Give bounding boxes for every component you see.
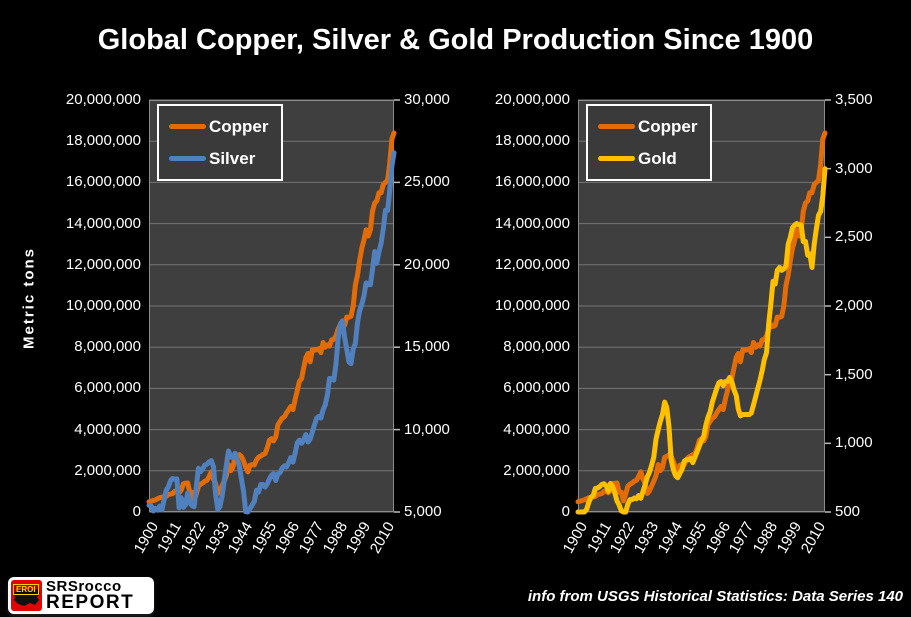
right-axis-tick-label: 10,000 [404,420,450,438]
copper-gold-plot-area: Copper Gold [575,99,831,515]
left-axis-tick-label: 20,000,000 [65,91,141,108]
page-title: Global Copper, Silver & Gold Production … [97,24,814,56]
x-axis-tick-label: 1955 [678,519,710,557]
legend-item-silver: Silver [169,149,269,168]
legend-item-gold: Gold [598,149,698,168]
x-axis-tick-label: 2010 [797,519,830,557]
left-axis-tick-label: 12,000,000 [65,255,141,273]
silver-line [146,150,397,515]
copper-gold-series-svg [575,99,831,515]
right-axis-tick-label: 15,000 [404,338,450,356]
left-axis-tick-label: 10,000,000 [65,297,141,314]
right-axis-tick-label: 20,000 [404,255,450,273]
silver-line-swatch [169,156,206,161]
left-axis-tick-label: 4,000,000 [503,420,570,438]
logo-text: SRSrocco REPORT [46,579,134,612]
left-axis-tick-label: 8,000,000 [74,338,141,356]
legend-copper-silver: Copper Silver [157,104,283,181]
legend-item-copper: Copper [169,117,269,136]
x-axis-tick-label: 2010 [366,519,399,557]
left-axis-tick-label: 20,000,000 [494,91,570,108]
left-axis-tick-label: 18,000,000 [494,132,570,150]
copper-line-swatch [169,124,206,129]
plot-border [149,100,394,512]
right-axis-tick-label: 1,000 [835,434,873,452]
x-axis-tick-label: 1900 [559,519,591,557]
copper-silver-series-svg [146,99,400,515]
right-axis-tick-label: 3,000 [835,159,873,177]
right-axis-tick-label: 5,000 [404,503,442,520]
right-axis-tick-label: 30,000 [404,91,450,108]
left-axis-tick-label: 12,000,000 [494,255,570,273]
x-axis-tick-label: 1966 [702,519,734,557]
copper-line-swatch [598,124,635,129]
copper-silver-plot-area: Copper Silver [146,99,400,515]
left-axis-tick-label: 2,000,000 [74,461,141,479]
x-axis-tick-label: 1944 [654,519,687,557]
left-axis-tick-label: 16,000,000 [65,173,141,191]
x-axis-tick-label: 1955 [248,519,280,557]
right-axis-tick-label: 500 [835,503,861,520]
plot-border [578,100,825,512]
right-axis-tick-label: 25,000 [404,173,450,191]
right-axis-tick-label: 3,500 [835,91,873,108]
y-axis-title: Metric tons [20,246,38,350]
right-axis-tick-label: 1,500 [835,365,873,383]
x-axis-tick-label: 1977 [726,519,758,557]
left-axis-tick-label: 0 [132,503,141,520]
left-axis-tick-label: 16,000,000 [494,173,570,191]
left-axis-tick-label: 10,000,000 [494,297,570,314]
gold-line [575,166,828,515]
legend-label-silver: Silver [209,149,256,168]
logo-line1: SRSrocco [46,578,122,595]
x-axis-tick-label: 1933 [630,519,663,557]
legend-item-copper: Copper [598,117,698,136]
usa-silhouette-icon [13,589,40,606]
x-axis-tick-label: 1977 [295,519,328,557]
x-axis-tick-label: 1966 [272,519,304,557]
left-axis-tick-label: 8,000,000 [503,338,570,356]
left-axis-tick-label: 6,000,000 [74,379,141,397]
left-axis-tick-label: 6,000,000 [503,379,570,397]
eroi-badge: EROI [13,584,39,595]
left-axis-tick-label: 14,000,000 [65,214,141,232]
legend-label-gold: Gold [638,149,677,168]
eroi-usa-map-icon: EROI [11,580,42,611]
x-axis-tick-label: 1999 [773,519,806,557]
right-axis-tick-label: 2,000 [835,297,873,314]
legend-copper-gold: Copper Gold [586,104,712,181]
left-axis-tick-label: 4,000,000 [74,420,141,438]
x-axis-tick-label: 1988 [749,519,782,557]
x-axis-tick-label: 1900 [130,519,162,557]
gold-line-swatch [598,156,635,161]
left-axis-tick-label: 18,000,000 [65,132,141,150]
x-axis-tick-label: 1933 [201,519,233,557]
x-axis-tick-label: 1988 [319,519,351,557]
srsrocco-logo: EROI SRSrocco REPORT [8,577,154,614]
left-axis-tick-label: 2,000,000 [503,461,570,479]
right-axis-tick-label: 2,500 [835,228,873,246]
legend-label-copper: Copper [209,117,269,136]
x-axis-tick-label: 1922 [177,519,209,557]
legend-label-copper: Copper [638,117,698,136]
left-axis-tick-label: 14,000,000 [494,214,570,232]
left-axis-tick-label: 0 [561,503,570,520]
logo-line2: REPORT [46,592,135,613]
source-note: info from USGS Historical Statistics: Da… [527,588,903,605]
